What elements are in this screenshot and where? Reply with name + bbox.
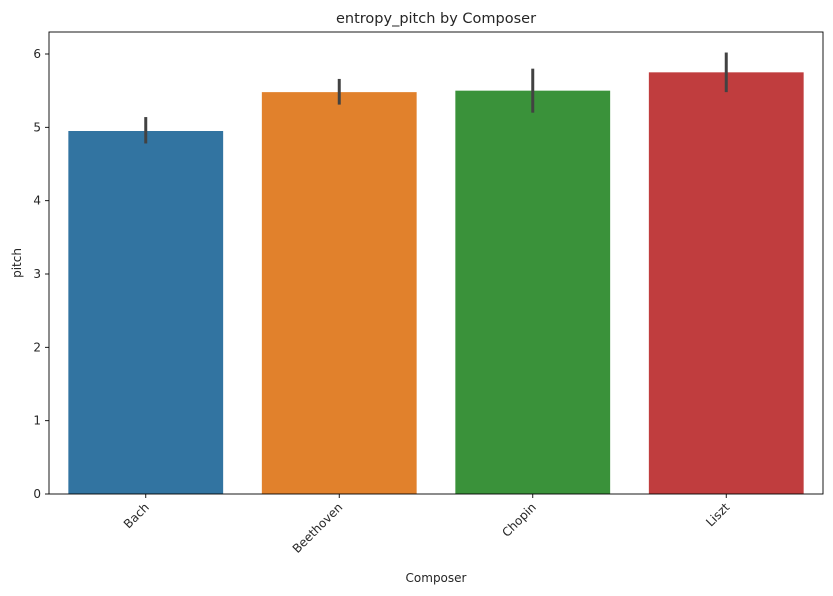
y-tick-label: 4 xyxy=(33,194,41,208)
y-tick-label: 6 xyxy=(33,47,41,61)
bar-beethoven xyxy=(261,92,417,494)
y-tick-label: 0 xyxy=(33,487,41,501)
bar-liszt xyxy=(648,72,804,494)
x-tick-label-chopin: Chopin xyxy=(499,500,539,540)
y-tick-label: 1 xyxy=(33,414,41,428)
y-tick-label: 3 xyxy=(33,267,41,281)
x-axis-label: Composer xyxy=(406,571,467,585)
x-axis: Bach Beethoven Chopin Liszt xyxy=(121,494,733,556)
bar-chopin xyxy=(455,90,611,495)
y-axis: 0 1 2 3 4 5 6 xyxy=(33,47,49,501)
x-tick-label-beethoven: Beethoven xyxy=(290,500,346,556)
error-bars-group xyxy=(144,52,728,144)
x-tick-label-liszt: Liszt xyxy=(703,500,732,529)
y-tick-label: 5 xyxy=(33,120,41,134)
chart-title: entropy_pitch by Composer xyxy=(336,11,536,27)
x-tick-label-bach: Bach xyxy=(121,500,152,531)
plot-frame xyxy=(48,31,824,495)
bars-group xyxy=(68,72,804,495)
y-tick-label: 2 xyxy=(33,340,41,354)
bar-bach xyxy=(68,131,224,494)
y-axis-label: pitch xyxy=(10,248,24,278)
plot-area xyxy=(48,31,824,495)
